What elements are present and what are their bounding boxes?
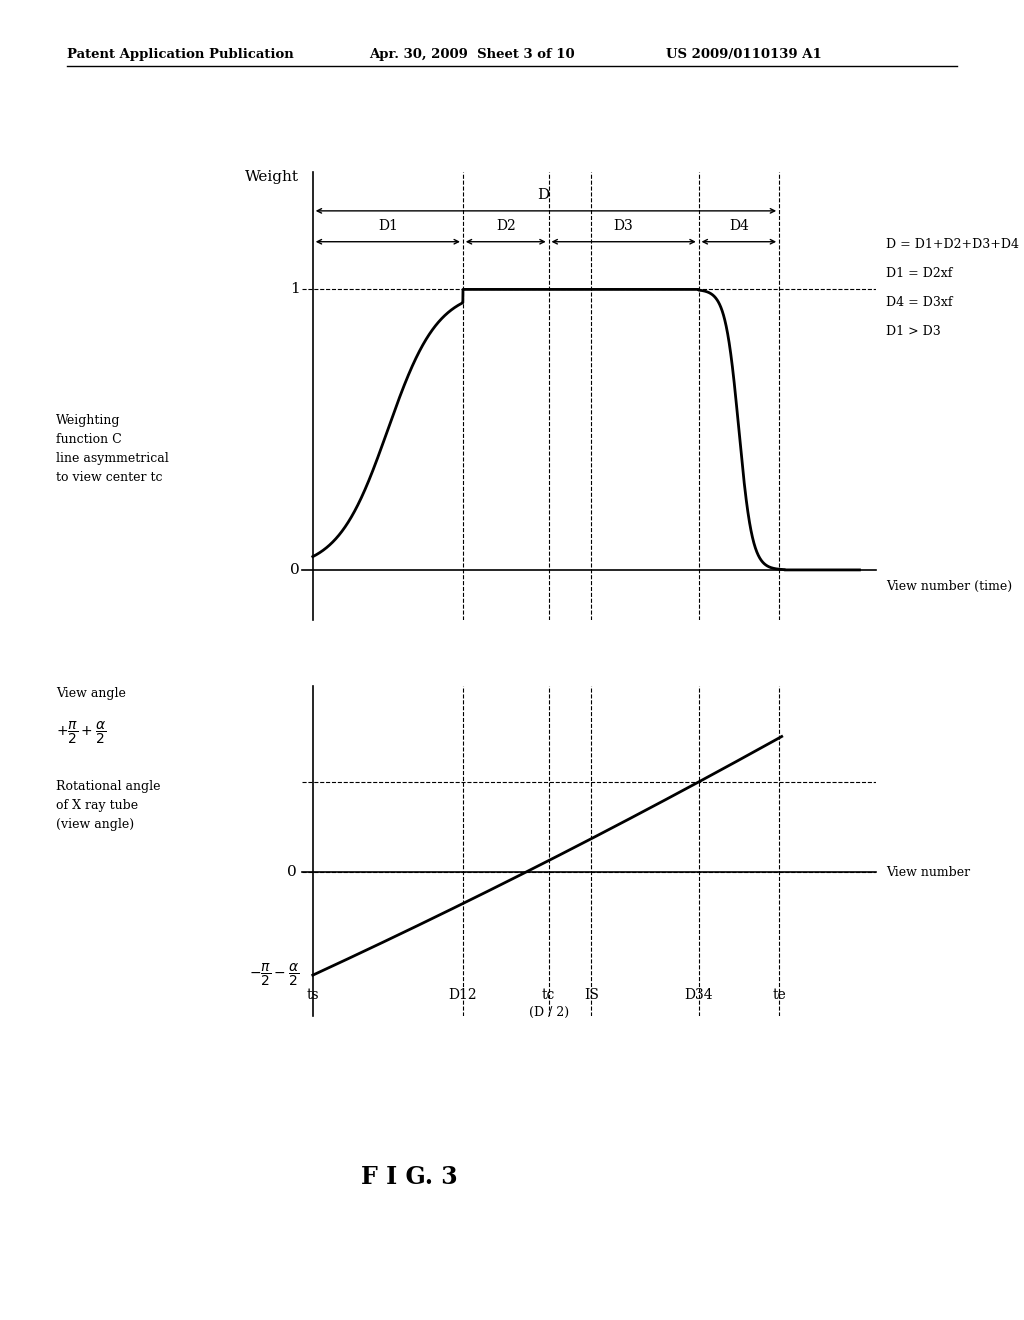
Text: (D / 2): (D / 2) [528, 1006, 568, 1019]
Text: D12: D12 [449, 987, 477, 1002]
Text: View number (time): View number (time) [886, 581, 1013, 593]
Text: te: te [772, 987, 786, 1002]
Text: ts: ts [306, 987, 319, 1002]
Text: D3: D3 [613, 219, 634, 234]
Text: Apr. 30, 2009  Sheet 3 of 10: Apr. 30, 2009 Sheet 3 of 10 [369, 48, 574, 61]
Text: Weight: Weight [246, 170, 299, 185]
Text: View angle: View angle [56, 686, 126, 700]
Text: Weighting
function C
line asymmetrical
to view center tc: Weighting function C line asymmetrical t… [56, 413, 169, 484]
Text: US 2009/0110139 A1: US 2009/0110139 A1 [666, 48, 821, 61]
Text: F I G. 3: F I G. 3 [361, 1166, 458, 1189]
Text: D34: D34 [684, 987, 713, 1002]
Text: D: D [538, 189, 549, 202]
Text: 0: 0 [290, 562, 299, 577]
Text: D = D1+D2+D3+D4: D = D1+D2+D3+D4 [886, 238, 1019, 251]
Text: $+\dfrac{\pi}{2}+\dfrac{\alpha}{2}$: $+\dfrac{\pi}{2}+\dfrac{\alpha}{2}$ [56, 719, 106, 746]
Text: Patent Application Publication: Patent Application Publication [67, 48, 293, 61]
Text: View number: View number [886, 866, 971, 879]
Text: D4: D4 [729, 219, 749, 234]
Text: D4 = D3xf: D4 = D3xf [886, 296, 952, 309]
Text: 1: 1 [290, 282, 299, 297]
Text: D1: D1 [378, 219, 397, 234]
Text: D1 = D2xf: D1 = D2xf [886, 267, 952, 280]
Text: Rotational angle
of X ray tube
(view angle): Rotational angle of X ray tube (view ang… [56, 780, 161, 830]
Text: 0: 0 [287, 865, 297, 879]
Text: D1 > D3: D1 > D3 [886, 325, 940, 338]
Text: D2: D2 [496, 219, 516, 234]
Text: IS: IS [584, 987, 599, 1002]
Text: tc: tc [542, 987, 555, 1002]
Text: $-\dfrac{\pi}{2}-\dfrac{\alpha}{2}$: $-\dfrac{\pi}{2}-\dfrac{\alpha}{2}$ [249, 962, 299, 989]
